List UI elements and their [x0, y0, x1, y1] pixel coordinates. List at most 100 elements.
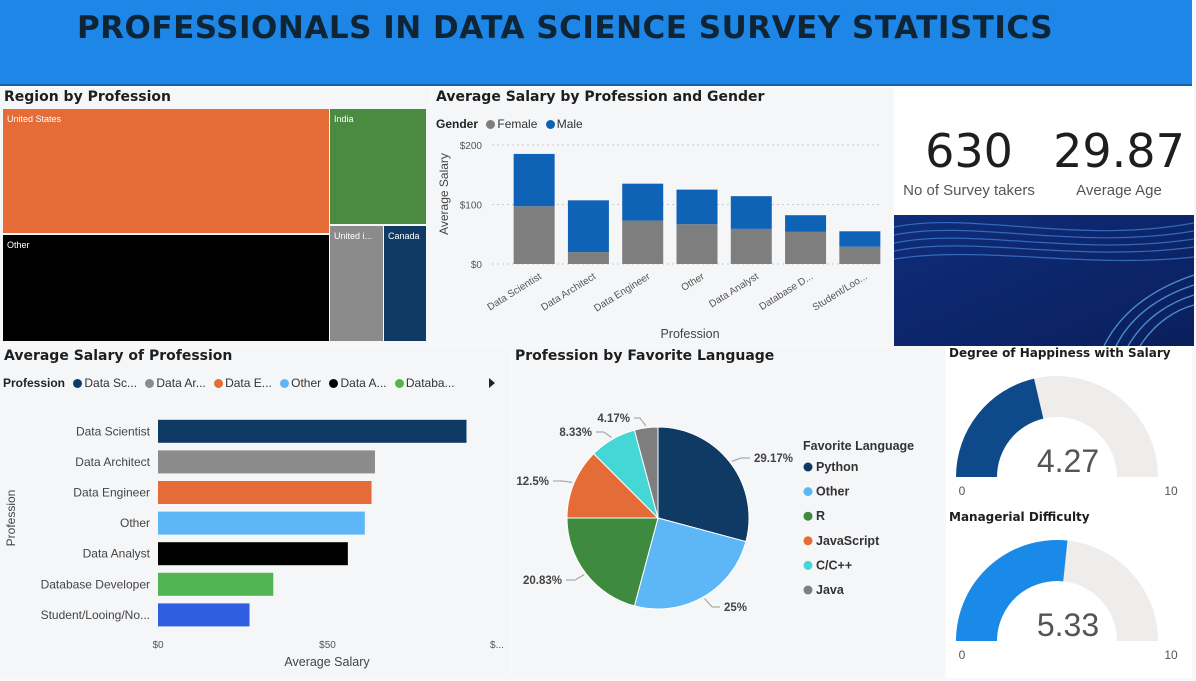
language-title: Profession by Favorite Language	[515, 348, 775, 364]
treemap-label-united-states: United States	[7, 114, 62, 124]
survey-takers-label: No of Survey takers	[903, 182, 1035, 199]
pie-data-label: 25%	[724, 602, 747, 614]
legend-next-arrow-icon[interactable]	[486, 377, 498, 389]
gauge-value-label: 4.27	[1037, 443, 1099, 479]
legend-dot-data-scientist	[73, 379, 83, 388]
gauge-min-label: 0	[959, 648, 966, 662]
hb-bar-other[interactable]	[158, 511, 365, 535]
salary-gender-title: Average Salary by Profession and Gender	[436, 89, 765, 105]
sb-bar-female-database-d[interactable]	[785, 231, 827, 264]
sb-ytick-label: $0	[471, 260, 483, 271]
profession-legend[interactable]: Profession Data Sc... Data Ar... Data E.…	[3, 376, 455, 390]
pie-slice-r[interactable]	[566, 517, 659, 607]
sb-bar-female-data-engineer[interactable]	[622, 220, 664, 264]
salary-profession-panel[interactable]: Average Salary of Profession Profession …	[0, 346, 510, 678]
sb-bar-male-data-architect[interactable]	[567, 200, 609, 253]
legend-label-database: Databa...	[405, 376, 455, 390]
hb-category-label: Data Architect	[75, 455, 150, 469]
gauges-panel: Degree of Happiness with Salary Manageri…	[946, 346, 1192, 678]
gender-legend-title: Gender	[436, 117, 479, 131]
treemap-panel[interactable]: Region by Profession United States India O…	[0, 88, 430, 344]
hb-xtick-label: $...	[490, 640, 504, 651]
sb-bar-male-database-d[interactable]	[785, 215, 827, 232]
kpi-card: 630 No of Survey takers 29.87 Average Ag…	[894, 88, 1194, 346]
gauge-fill-managerial-difficulty[interactable]	[956, 540, 1068, 641]
language-legend-title: Favorite Language	[803, 439, 914, 453]
male-legend-dot	[545, 120, 555, 129]
pie-leader-line	[704, 598, 720, 608]
treemap-tile-united-states[interactable]	[3, 109, 329, 233]
language-panel[interactable]: Profession by Favorite Language 29.17% 25…	[512, 346, 944, 678]
legend-dot-data-analyst	[329, 379, 339, 388]
treemap-label-united-i: United i...	[334, 231, 372, 241]
legend-dot-other	[280, 379, 290, 388]
pie-legend-dot-other	[803, 487, 813, 497]
pie-leader-line	[596, 431, 612, 438]
treemap-tile-other[interactable]	[3, 235, 329, 341]
sb-bar-female-data-scientist[interactable]	[513, 206, 555, 264]
hb-category-label: Other	[120, 516, 150, 530]
pie-slice-other[interactable]	[633, 517, 747, 610]
salary-profession-xlabel: Average Salary	[284, 655, 370, 669]
dashboard-title: PROFESSIONALS IN DATA SCIENCE SURVEY STA…	[76, 10, 1054, 46]
hb-category-label: Data Engineer	[73, 486, 150, 500]
sb-ytick-label: $200	[460, 141, 483, 152]
average-age-value: 29.87	[1053, 124, 1185, 178]
sb-bar-male-data-engineer[interactable]	[622, 183, 664, 221]
pie-leader-line	[634, 417, 647, 427]
sb-xtick-label: Data Analyst	[707, 271, 761, 310]
treemap-label-canada: Canada	[388, 231, 420, 241]
treemap-tile-united-i[interactable]	[330, 226, 383, 341]
hb-bar-data-analyst[interactable]	[158, 542, 348, 566]
pie-legend-label-python[interactable]: Python	[816, 460, 858, 474]
pie-slice-javascript[interactable]	[566, 452, 660, 519]
sb-bar-male-student-loo[interactable]	[839, 231, 881, 247]
pie-legend-label-java[interactable]: Java	[816, 583, 845, 597]
pie-slice-python[interactable]	[657, 426, 750, 543]
salary-gender-xlabel: Profession	[660, 327, 719, 341]
treemap-tile-india[interactable]	[330, 109, 426, 224]
hb-bar-data-architect[interactable]	[158, 450, 375, 474]
sb-bar-male-other[interactable]	[676, 189, 718, 225]
gauge-fill-degree-of-happiness-with-salary[interactable]	[956, 378, 1044, 477]
sb-xtick-label: Data Scientist	[486, 271, 544, 313]
pie-legend-label-c-c[interactable]: C/C++	[816, 558, 852, 572]
male-legend-label: Male	[556, 117, 583, 131]
pie-legend-label-javascript[interactable]: JavaScript	[816, 534, 880, 548]
happiness-gauge-title: Degree of Happiness with Salary	[949, 346, 1171, 360]
hb-category-label: Student/Looing/No...	[41, 608, 150, 622]
sb-bar-male-data-analyst[interactable]	[730, 196, 772, 229]
treemap-chart: United States India Other United i... Canada	[3, 109, 426, 341]
title-banner: PROFESSIONALS IN DATA SCIENCE SURVEY STA…	[0, 0, 1192, 86]
average-age-label: Average Age	[1076, 182, 1162, 199]
hb-category-label: Data Analyst	[83, 547, 151, 561]
pie-legend-dot-java	[803, 585, 813, 595]
hb-bar-data-engineer[interactable]	[158, 481, 372, 504]
pie-data-label: 20.83%	[523, 575, 562, 587]
salary-gender-panel[interactable]: Average Salary by Profession and Gender …	[432, 88, 892, 344]
sb-xtick-label: Other	[680, 271, 708, 294]
sb-bar-male-data-scientist[interactable]	[513, 153, 555, 207]
pie-slice-java[interactable]	[633, 426, 659, 519]
hb-category-label: Database Developer	[41, 577, 150, 591]
hb-bar-data-scientist[interactable]	[158, 419, 467, 443]
hb-category-label: Data Scientist	[76, 424, 151, 438]
hb-bar-database-developer[interactable]	[158, 572, 274, 596]
profession-legend-title: Profession	[3, 376, 66, 390]
legend-label-data-scientist: Data Sc...	[84, 376, 138, 390]
sb-bar-female-data-architect[interactable]	[567, 252, 609, 264]
gauge-max-label: 10	[1164, 484, 1178, 498]
hb-bar-student-looing-no[interactable]	[158, 603, 250, 627]
pie-legend-label-r[interactable]: R	[816, 509, 825, 523]
treemap-tile-canada[interactable]	[384, 226, 426, 341]
gauge-min-label: 0	[959, 484, 966, 498]
legend-label-other: Other	[291, 376, 322, 390]
pie-legend-label-other[interactable]: Other	[816, 485, 849, 499]
pie-legend-dot-javascript	[803, 536, 813, 546]
sb-bar-female-student-loo[interactable]	[839, 246, 881, 264]
sb-bar-female-other[interactable]	[676, 224, 718, 264]
gender-legend[interactable]: Gender Female Male	[436, 117, 583, 131]
sb-bar-female-data-analyst[interactable]	[730, 228, 772, 264]
